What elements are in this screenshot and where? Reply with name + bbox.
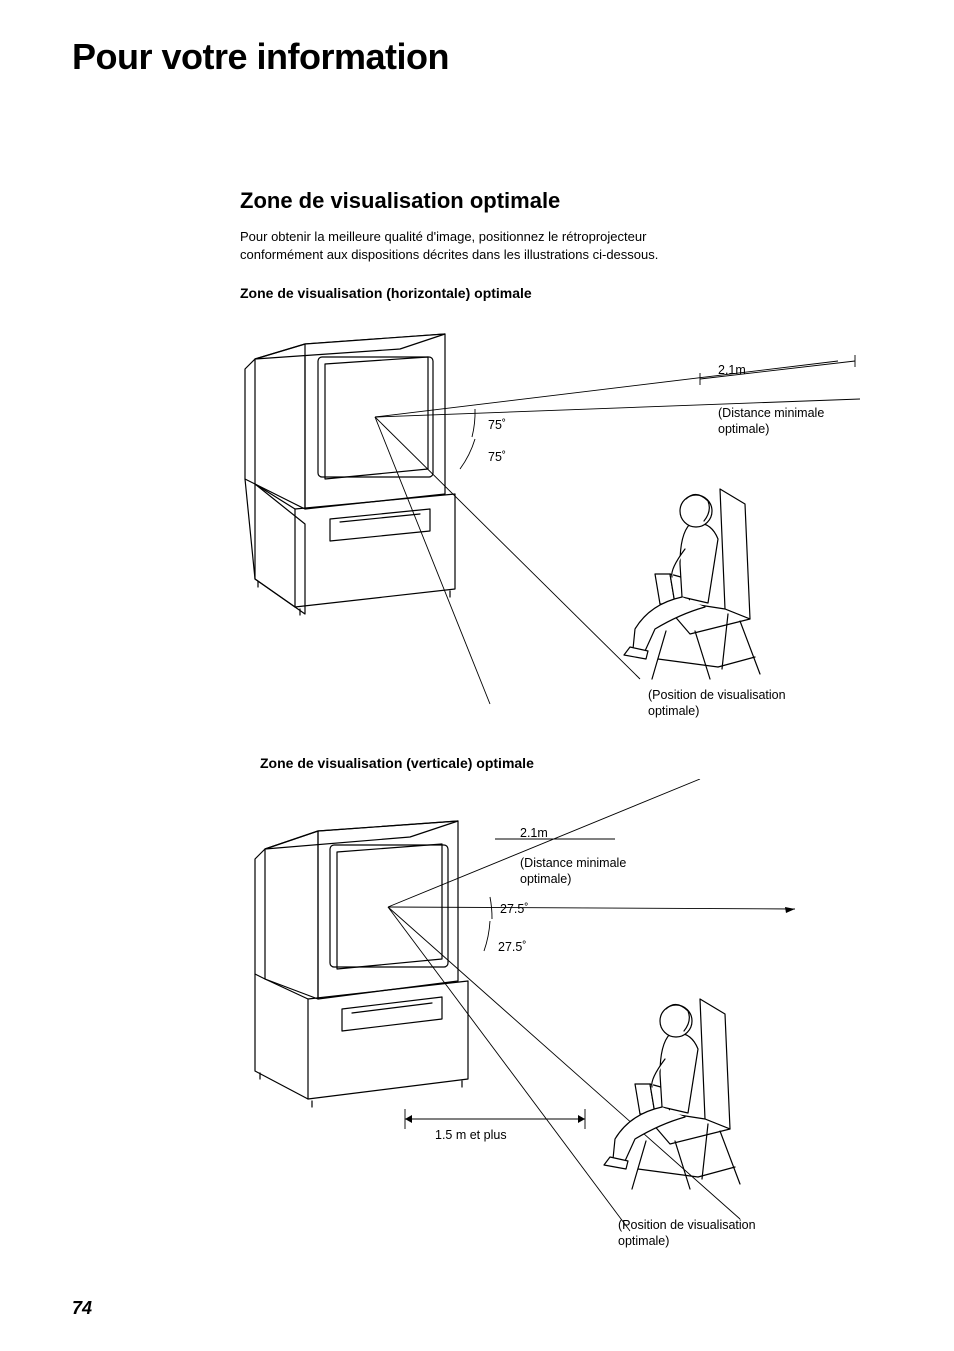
section-title: Zone de visualisation optimale: [240, 188, 880, 214]
horizontal-subtitle: Zone de visualisation (horizontale) opti…: [240, 285, 880, 301]
vertical-subtitle: Zone de visualisation (verticale) optima…: [260, 755, 880, 771]
manual-page: Pour votre information Zone de visualisa…: [0, 0, 954, 1351]
v-distance-caption-2: optimale): [520, 872, 571, 886]
page-title: Pour votre information: [72, 36, 882, 78]
v-distance-caption-1: (Distance minimale: [520, 856, 626, 870]
distance-caption-2: optimale): [718, 422, 769, 436]
v-angle-upper-label: 27.5˚: [500, 902, 529, 916]
distance-caption-1: (Distance minimale: [718, 406, 824, 420]
position-caption-1: (Position de visualisation: [648, 688, 786, 702]
horizontal-diagram-svg: 75˚ 75˚ 2.1m (Distance minimale optimale…: [240, 309, 880, 719]
v-distance-value-label: 2.1m: [520, 826, 548, 840]
distance-value-label: 2.1m: [718, 363, 746, 377]
position-caption-2: optimale): [648, 704, 699, 718]
vertical-diagram: 2.1m (Distance minimale optimale) 27.5˚ …: [240, 779, 880, 1259]
page-number: 74: [72, 1298, 92, 1319]
v-position-caption-1: (Position de visualisation: [618, 1218, 756, 1232]
v-ground-distance-label: 1.5 m et plus: [435, 1128, 507, 1142]
v-angle-lower-label: 27.5˚: [498, 940, 527, 954]
intro-paragraph: Pour obtenir la meilleure qualité d'imag…: [240, 228, 660, 263]
angle-lower-label: 75˚: [488, 450, 506, 464]
v-position-caption-2: optimale): [618, 1234, 669, 1248]
horizontal-diagram: 75˚ 75˚ 2.1m (Distance minimale optimale…: [240, 309, 880, 719]
content-column: Zone de visualisation optimale Pour obte…: [240, 188, 880, 1259]
angle-upper-label: 75˚: [488, 418, 506, 432]
vertical-diagram-svg: 2.1m (Distance minimale optimale) 27.5˚ …: [240, 779, 880, 1259]
